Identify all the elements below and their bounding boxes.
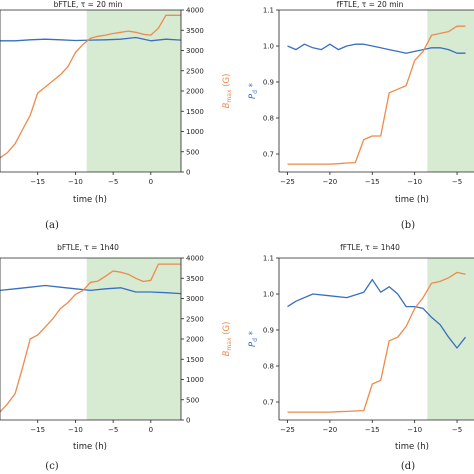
y-right-tick-label: 2000 xyxy=(186,336,204,344)
plot-area xyxy=(287,10,474,172)
chart-panel-a: −15 −10 −5 0 0 500 1000 1500 2000 2500 3000 3500 400… xyxy=(0,0,233,231)
chart-panel-d: −25 −20 −15 −10 −5 0.7 0.8 0.9 1.0 1.1 Pd * fFTLE, … xyxy=(248,243,474,472)
x-tick-label: −5 xyxy=(452,426,462,434)
plot-area xyxy=(287,258,474,420)
chart-title: bFTLE, τ = 20 min xyxy=(54,0,123,9)
y-left-tick-label: 1.0 xyxy=(263,43,274,51)
shaded-interval xyxy=(86,10,181,172)
panel-caption: (d) xyxy=(401,461,415,472)
plot-area xyxy=(0,10,181,172)
x-tick-label: −10 xyxy=(407,178,422,186)
x-axis-label: time (h) xyxy=(73,442,107,452)
x-tick-label: −10 xyxy=(407,426,422,434)
y-right-tick-label: 1000 xyxy=(186,376,204,384)
x-tick-label: −10 xyxy=(68,178,83,186)
y-left-tick-label: 0.9 xyxy=(263,327,274,335)
y-left-tick-label: 0.7 xyxy=(263,151,274,159)
x-axis-label: time (h) xyxy=(395,442,429,452)
panel-caption: (b) xyxy=(401,220,415,231)
y-right-tick-label: 3000 xyxy=(186,295,204,303)
x-tick-label: −20 xyxy=(322,426,337,434)
shaded-interval xyxy=(86,258,181,420)
y-right-tick-label: 1500 xyxy=(186,356,204,364)
x-tick-label: −15 xyxy=(30,178,45,186)
y-right-tick-label: 2500 xyxy=(186,315,204,323)
y-right-axis-label: Bmax (G) xyxy=(222,74,233,109)
series-line-blue xyxy=(287,43,466,54)
y-left-tick-label: 1.1 xyxy=(263,7,274,15)
series-line-orange xyxy=(0,263,181,413)
y-right-tick-label: 4000 xyxy=(186,255,204,263)
shaded-interval xyxy=(427,10,474,172)
y-right-tick-label: 3500 xyxy=(186,27,204,35)
chart-panel-b: −25 −20 −15 −10 −5 0.7 0.8 0.9 1.0 1.1 Pd * fFTLE, … xyxy=(248,0,474,231)
y-right-tick-label: 0 xyxy=(186,169,190,177)
y-left-tick-label: 0.8 xyxy=(263,363,274,371)
y-right-tick-label: 1500 xyxy=(186,108,204,116)
chart-title: fFTLE, τ = 20 min xyxy=(337,0,404,9)
series-line-orange xyxy=(0,14,181,159)
x-tick-label: −10 xyxy=(68,426,83,434)
x-tick-label: 0 xyxy=(149,426,153,434)
x-tick-label: −15 xyxy=(365,426,380,434)
y-left-axis-label: Pd * xyxy=(248,331,259,347)
y-left-tick-label: 1.1 xyxy=(263,255,274,263)
y-right-tick-label: 3500 xyxy=(186,275,204,283)
x-tick-label: −15 xyxy=(30,426,45,434)
x-tick-label: −5 xyxy=(108,426,118,434)
plot-area xyxy=(0,258,181,420)
chart-title: bFTLE, τ = 1h40 xyxy=(57,243,119,252)
x-axis-label: time (h) xyxy=(73,195,107,205)
panel-caption: (a) xyxy=(45,220,59,231)
x-tick-label: 0 xyxy=(149,178,153,186)
x-tick-label: −25 xyxy=(280,178,295,186)
y-right-tick-label: 3000 xyxy=(186,47,204,55)
x-axis-label: time (h) xyxy=(395,195,429,205)
y-right-tick-label: 2500 xyxy=(186,67,204,75)
chart-title: fFTLE, τ = 1h40 xyxy=(340,243,400,252)
y-right-tick-label: 500 xyxy=(186,396,199,404)
series-line-blue xyxy=(287,278,467,349)
y-left-tick-label: 0.8 xyxy=(263,115,274,123)
y-left-tick-label: 0.9 xyxy=(263,79,274,87)
y-right-tick-label: 1000 xyxy=(186,128,204,136)
y-right-axis-label: Bmax (G) xyxy=(222,322,233,357)
x-tick-label: −5 xyxy=(452,178,462,186)
x-tick-label: −25 xyxy=(280,426,295,434)
x-tick-label: −5 xyxy=(108,178,118,186)
series-line-blue xyxy=(0,36,181,42)
x-tick-label: −15 xyxy=(365,178,380,186)
x-tick-label: −20 xyxy=(322,178,337,186)
chart-panel-c: −15 −10 −5 0 0 500 1000 1500 2000 2500 3000 3500 400… xyxy=(0,243,233,472)
y-right-tick-label: 2000 xyxy=(186,88,204,96)
series-line-orange xyxy=(287,25,466,165)
y-left-tick-label: 0.7 xyxy=(263,399,274,407)
y-right-tick-label: 4000 xyxy=(186,7,204,15)
y-right-tick-label: 500 xyxy=(186,148,199,156)
y-left-tick-label: 1.0 xyxy=(263,291,274,299)
series-line-orange xyxy=(287,271,466,413)
y-right-tick-label: 0 xyxy=(186,417,190,425)
series-line-blue xyxy=(0,284,181,295)
panel-caption: (c) xyxy=(45,461,59,472)
y-left-axis-label: Pd * xyxy=(248,83,259,99)
